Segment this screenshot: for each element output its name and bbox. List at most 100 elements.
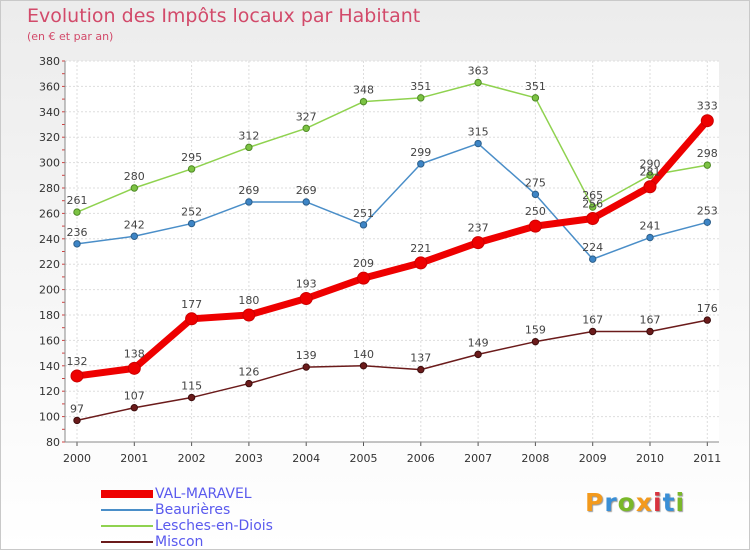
legend-label: Beaurières	[155, 502, 231, 518]
data-label-val-maravel: 180	[238, 294, 259, 307]
legend-swatch	[101, 490, 153, 498]
x-tick-label: 2008	[521, 452, 549, 465]
y-tick-label: 380	[39, 55, 60, 68]
data-point-beaurieres	[73, 240, 81, 248]
x-tick-label: 2011	[693, 452, 721, 465]
data-point-miscon	[130, 404, 139, 412]
data-label-beaurieres: 251	[353, 207, 374, 220]
data-label-val-maravel: 209	[353, 257, 374, 270]
data-point-val-maravel	[586, 211, 600, 225]
data-point-lesches-en-diois	[302, 124, 310, 133]
logo-letter: r	[604, 488, 618, 517]
logo-letter: i	[653, 488, 663, 517]
data-point-val-maravel	[242, 308, 256, 322]
data-label-miscon: 139	[296, 349, 317, 362]
y-tick-label: 100	[39, 411, 60, 424]
data-point-lesches-en-diois	[589, 203, 597, 211]
data-point-val-maravel	[643, 180, 657, 194]
chart-subtitle: (en € et par an)	[27, 30, 114, 43]
data-label-beaurieres: 299	[410, 146, 431, 159]
x-tick-label: 2005	[350, 452, 378, 465]
logo-letter: i	[675, 488, 686, 517]
data-label-lesches-en-diois: 351	[410, 80, 431, 93]
logo-letter: x	[635, 488, 653, 517]
data-point-miscon	[589, 327, 597, 336]
data-point-beaurieres	[531, 190, 540, 199]
x-tick-label: 2001	[120, 452, 148, 465]
data-point-beaurieres	[130, 232, 139, 240]
x-tick-label: 2009	[579, 452, 607, 465]
data-point-val-maravel	[471, 236, 485, 250]
data-point-miscon	[646, 327, 654, 336]
data-point-beaurieres	[589, 255, 597, 263]
data-label-val-maravel: 281	[640, 166, 661, 179]
data-point-miscon	[474, 350, 482, 359]
y-tick-label: 220	[39, 258, 60, 271]
x-tick-label: 2010	[636, 452, 664, 465]
proxiti-logo: Proxiti	[585, 488, 685, 517]
x-tick-label: 2007	[464, 452, 492, 465]
data-point-lesches-en-diois	[531, 94, 540, 102]
data-label-beaurieres: 252	[181, 206, 202, 219]
data-point-beaurieres	[245, 198, 253, 206]
data-label-lesches-en-diois: 348	[353, 84, 374, 97]
data-label-beaurieres: 269	[238, 184, 259, 197]
data-label-miscon: 115	[181, 380, 202, 393]
data-point-val-maravel	[70, 369, 84, 383]
data-label-val-maravel: 193	[296, 277, 317, 290]
data-label-miscon: 149	[468, 336, 489, 349]
x-tick-label: 2003	[235, 452, 263, 465]
data-label-beaurieres: 253	[697, 204, 718, 217]
data-label-beaurieres: 224	[582, 241, 603, 254]
series-line-miscon	[76, 319, 708, 422]
y-tick-label: 200	[39, 284, 60, 297]
data-label-val-maravel: 256	[582, 197, 603, 210]
data-point-lesches-en-diois	[646, 171, 654, 180]
data-point-lesches-en-diois	[474, 78, 482, 87]
data-label-miscon: 159	[525, 324, 546, 337]
data-point-miscon	[302, 363, 310, 371]
series-line-lesches-en-diois	[76, 81, 708, 213]
data-label-val-maravel: 221	[410, 242, 431, 255]
y-tick-label: 360	[39, 80, 60, 93]
series-line-val-maravel	[76, 118, 710, 380]
plot-area	[65, 61, 719, 442]
logo-letter: t	[662, 488, 676, 517]
data-label-beaurieres: 236	[67, 226, 88, 239]
x-tick-label: 2002	[178, 452, 206, 465]
data-label-lesches-en-diois: 290	[640, 157, 661, 170]
series-lines	[70, 78, 714, 425]
data-label-miscon: 107	[124, 390, 145, 403]
data-point-beaurieres	[187, 219, 196, 228]
legend-label: VAL-MARAVEL	[155, 486, 252, 502]
y-tick-label: 120	[39, 385, 60, 398]
data-point-lesches-en-diois	[245, 143, 253, 152]
data-point-miscon	[531, 337, 540, 346]
data-label-val-maravel: 132	[67, 355, 88, 368]
data-label-beaurieres: 241	[640, 220, 661, 233]
y-tick-label: 320	[39, 131, 60, 144]
y-tick-label: 280	[39, 182, 60, 195]
data-point-miscon	[703, 316, 711, 324]
logo-letter: P	[585, 488, 605, 517]
legend-label: Miscon	[155, 534, 204, 550]
data-point-beaurieres	[703, 218, 711, 226]
data-label-val-maravel: 237	[468, 222, 489, 235]
data-label-miscon: 176	[697, 302, 718, 315]
data-label-lesches-en-diois: 261	[67, 194, 88, 207]
data-point-val-maravel	[700, 114, 714, 128]
data-label-val-maravel: 333	[697, 100, 718, 113]
axes: 80 100 120 140 160 180 200 220 240 260 280 300 320 34…	[39, 55, 721, 465]
data-label-lesches-en-diois: 265	[582, 189, 603, 202]
data-point-miscon	[245, 379, 253, 388]
data-label-miscon: 126	[238, 366, 259, 379]
data-point-lesches-en-diois	[130, 184, 139, 192]
y-tick-label: 160	[39, 334, 60, 347]
y-tick-label: 240	[39, 233, 60, 246]
data-point-val-maravel	[299, 291, 313, 305]
series-line-beaurieres	[76, 142, 708, 260]
data-label-miscon: 167	[582, 314, 603, 327]
data-point-val-maravel	[528, 219, 542, 233]
